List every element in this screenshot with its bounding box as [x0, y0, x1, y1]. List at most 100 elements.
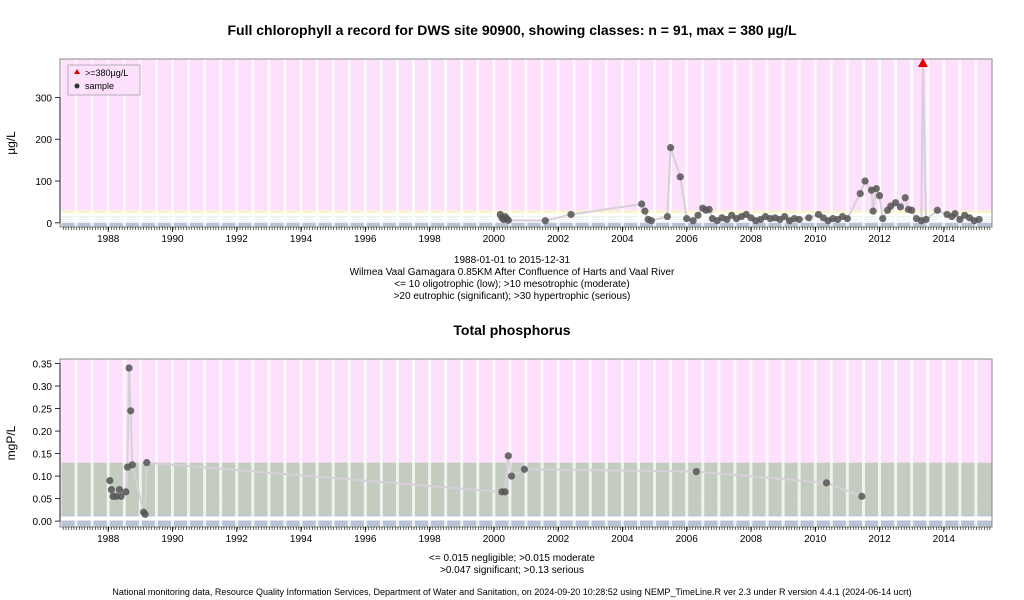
y-tick-label: 300	[35, 93, 52, 104]
x-tick-label: 1996	[354, 234, 377, 245]
data-point	[504, 216, 512, 224]
x-tick-label: 1994	[290, 234, 313, 245]
data-point	[781, 212, 789, 221]
data-point	[951, 210, 959, 218]
x-tick-label: 2012	[868, 234, 891, 245]
x-tick-label: 2008	[740, 234, 763, 245]
data-point	[723, 215, 731, 224]
data-point	[822, 479, 831, 487]
x-tick-label: 1990	[161, 234, 184, 245]
chart-title-phosphorus: Total phosphorus	[453, 322, 571, 338]
x-tick-label: 2010	[804, 534, 827, 545]
data-point	[504, 452, 512, 460]
x-tick-label: 2014	[933, 234, 956, 245]
legend-marker-max	[74, 69, 80, 74]
chart-title-chlorophyll: Full chlorophyll a record for DWS site 9…	[227, 22, 797, 38]
data-point	[647, 217, 655, 225]
data-point	[507, 472, 516, 480]
data-point	[663, 212, 672, 221]
x-tick-label: 2012	[868, 534, 891, 545]
data-point	[795, 215, 803, 224]
data-point	[956, 215, 964, 224]
data-point	[872, 184, 880, 193]
data-point	[875, 192, 884, 200]
chlorophyll-chart: 1988 1990 1992 1994 1996 1998 2000 2002 2004 2006…	[4, 58, 993, 245]
y-tick-label: 0	[46, 219, 52, 230]
y-tick-label: 0.10	[33, 472, 53, 483]
data-point	[115, 486, 124, 494]
data-point	[106, 477, 114, 485]
data-point	[683, 215, 691, 223]
y-tick-label: 0.15	[33, 450, 53, 461]
caption-site-name: Wilmea Vaal Gamagara 0.85KM After Conflu…	[349, 267, 675, 278]
y-tick-label: 200	[35, 135, 52, 146]
data-point	[143, 458, 151, 467]
legend-label-max: >=380µg/L	[85, 68, 128, 78]
x-tick-label: 2004	[611, 234, 634, 245]
y-tick-label: 0.05	[33, 495, 53, 506]
x-tick-label: 2002	[547, 234, 570, 245]
data-point	[694, 211, 702, 219]
series-line	[108, 367, 863, 518]
x-tick-label: 2002	[547, 534, 570, 545]
data-point	[861, 177, 869, 185]
caption-tp-class-high: >0.047 significant; >0.13 serious	[440, 565, 584, 576]
legend-label-sample: sample	[85, 81, 114, 91]
y-axis-label: µg/L	[4, 131, 18, 155]
y-tick-label: 0.25	[33, 405, 53, 416]
data-point	[567, 210, 575, 219]
x-tick-label: 1998	[418, 534, 441, 545]
x-tick-label: 1998	[418, 234, 441, 245]
x-tick-label: 2008	[740, 534, 763, 545]
caption-class-low: <= 10 oligotrophic (low); >10 mesotrophi…	[394, 279, 630, 290]
x-tick-label: 1996	[354, 534, 377, 545]
data-point	[541, 217, 549, 225]
y-tick-label: 0.35	[33, 360, 53, 371]
max-marker	[917, 58, 928, 68]
x-tick-label: 2006	[676, 234, 699, 245]
data-point	[901, 194, 909, 202]
data-point	[869, 207, 877, 215]
data-point	[676, 173, 684, 181]
data-point	[141, 510, 149, 518]
x-tick-label: 2010	[804, 234, 827, 245]
caption-date-range: 1988-01-01 to 2015-12-31	[453, 255, 571, 266]
x-tick-label: 2014	[933, 534, 956, 545]
data-point	[122, 488, 130, 496]
data-point	[692, 468, 700, 476]
y-tick-label: 100	[35, 177, 52, 188]
y-tick-label: 0.00	[33, 517, 53, 528]
data-point	[705, 205, 713, 214]
data-point	[933, 206, 941, 214]
data-point	[641, 207, 649, 215]
x-tick-label: 1992	[226, 534, 249, 545]
data-point	[125, 364, 133, 372]
data-point	[843, 215, 851, 223]
x-tick-label: 1990	[161, 534, 184, 545]
data-point	[891, 199, 900, 207]
x-tick-label: 2000	[483, 234, 506, 245]
data-point	[107, 486, 116, 494]
legend-marker-sample	[74, 83, 80, 89]
footer-source: National monitoring data, Resource Quali…	[112, 587, 912, 597]
x-tick-label: 2000	[483, 534, 506, 545]
legend-box	[67, 64, 141, 96]
data-point	[922, 215, 930, 224]
data-point	[879, 215, 887, 223]
x-tick-label: 1988	[97, 534, 120, 545]
x-tick-label: 2006	[676, 534, 699, 545]
data-point	[638, 200, 646, 208]
y-tick-label: 0.20	[33, 427, 53, 438]
data-point	[805, 214, 813, 222]
data-point	[127, 407, 135, 415]
data-point	[858, 492, 866, 500]
data-point	[117, 492, 125, 500]
x-tick-label: 1992	[226, 234, 249, 245]
caption-tp-class-low: <= 0.015 negligible; >0.015 moderate	[429, 553, 595, 564]
data-point	[856, 189, 864, 198]
data-point	[128, 461, 136, 469]
y-axis-label: mgP/L	[4, 425, 18, 460]
x-tick-label: 2004	[611, 534, 634, 545]
data-point	[689, 217, 697, 225]
x-tick-label: 1994	[290, 534, 313, 545]
